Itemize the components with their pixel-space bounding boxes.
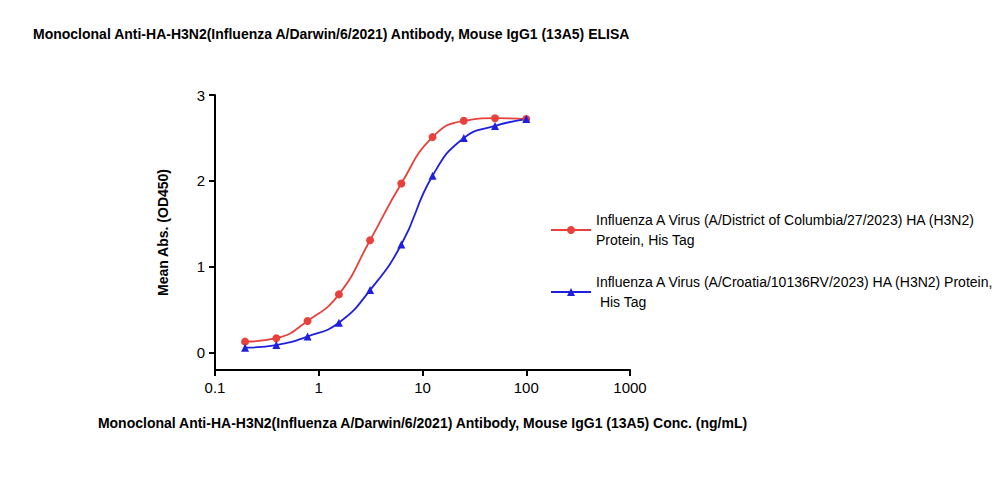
svg-text:Influenza A Virus (A/District: Influenza A Virus (A/District of Columbi… bbox=[596, 212, 978, 228]
svg-text:0.1: 0.1 bbox=[205, 379, 226, 396]
svg-text:1: 1 bbox=[197, 258, 205, 275]
svg-text:His Tag: His Tag bbox=[596, 294, 646, 310]
svg-text:Influenza A Virus (A/Croatia/1: Influenza A Virus (A/Croatia/10136RV/202… bbox=[596, 274, 992, 290]
svg-text:Monoclonal Anti-HA-H3N2(Influe: Monoclonal Anti-HA-H3N2(Influenza A/Darw… bbox=[98, 415, 747, 431]
svg-text:1: 1 bbox=[315, 379, 323, 396]
svg-text:Monoclonal Anti-HA-H3N2(Influe: Monoclonal Anti-HA-H3N2(Influenza A/Darw… bbox=[33, 26, 629, 42]
svg-text:10: 10 bbox=[414, 379, 431, 396]
svg-text:2: 2 bbox=[197, 172, 205, 189]
svg-text:1000: 1000 bbox=[613, 379, 646, 396]
svg-text:0: 0 bbox=[197, 344, 205, 361]
svg-text:3: 3 bbox=[197, 87, 205, 104]
svg-text:100: 100 bbox=[514, 379, 539, 396]
svg-text:Protein, His Tag: Protein, His Tag bbox=[596, 232, 695, 248]
svg-text:Mean Abs. (OD450): Mean Abs. (OD450) bbox=[155, 169, 171, 296]
